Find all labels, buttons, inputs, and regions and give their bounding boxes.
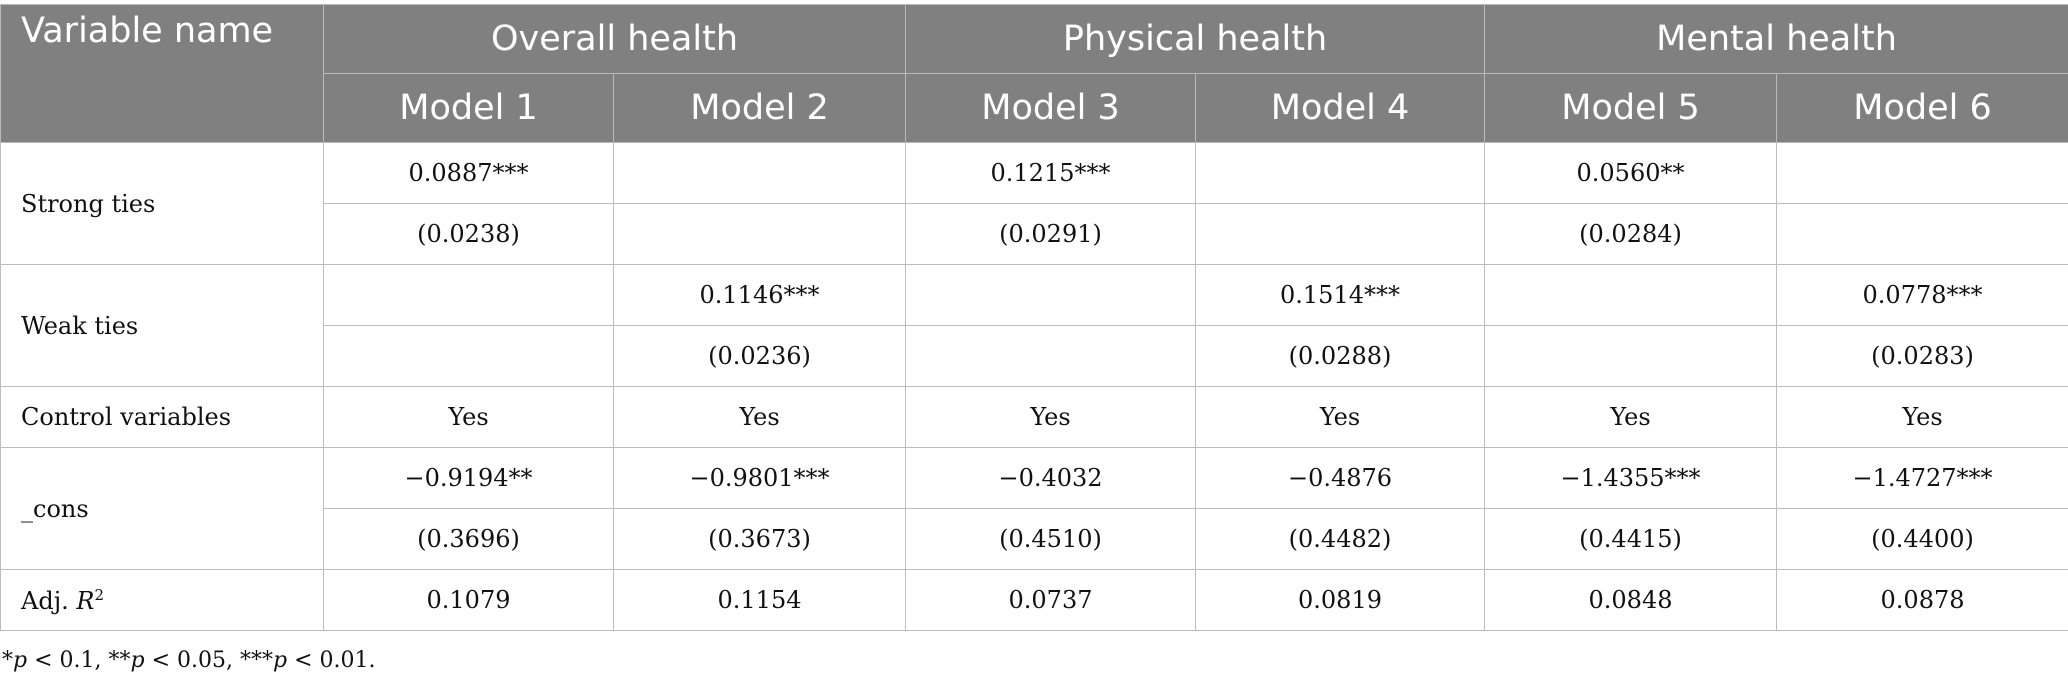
model-header: Model 3 xyxy=(905,73,1196,143)
table-header: Variable name Overall health Physical he… xyxy=(0,4,2068,143)
adj-r2-variable: R xyxy=(76,586,95,615)
coef-cell xyxy=(1776,142,2068,204)
group-header-mental: Mental health xyxy=(1484,4,2068,74)
coef-cell xyxy=(613,142,906,204)
coef-cell xyxy=(323,264,614,326)
table-row: (0.3696) (0.3673) (0.4510) (0.4482) (0.4… xyxy=(1,508,2068,570)
coef-cell: −1.4355*** xyxy=(1484,447,1778,509)
model-header: Model 5 xyxy=(1484,73,1778,143)
footnote-text: * xyxy=(2,648,13,673)
se-cell xyxy=(1776,203,2068,265)
se-cell xyxy=(613,203,906,265)
group-header-physical: Physical health xyxy=(904,4,1486,74)
value-cell: 0.0878 xyxy=(1776,569,2068,631)
se-cell xyxy=(1484,325,1778,387)
footnote-p: p xyxy=(130,648,145,673)
value-cell: 0.0848 xyxy=(1484,569,1778,631)
value-cell: Yes xyxy=(1776,386,2068,448)
se-cell: (0.0284) xyxy=(1484,203,1778,265)
se-cell xyxy=(905,325,1196,387)
adj-r2-superscript: 2 xyxy=(94,585,105,604)
row-label-adj-r2: Adj. R2 xyxy=(0,569,324,631)
value-cell: Yes xyxy=(905,386,1196,448)
value-cell: 0.1079 xyxy=(323,569,614,631)
footnote-p: p xyxy=(272,648,288,673)
adj-r2-prefix: Adj. xyxy=(21,586,77,615)
se-cell: (0.4482) xyxy=(1194,508,1486,570)
coef-cell: −1.4727*** xyxy=(1776,447,2068,509)
model-header: Model 2 xyxy=(613,73,906,143)
coef-cell xyxy=(1484,264,1778,326)
model-header: Model 4 xyxy=(1194,73,1486,143)
se-cell: (0.0283) xyxy=(1776,325,2068,387)
coef-cell: −0.4032 xyxy=(905,447,1196,509)
coef-cell xyxy=(905,264,1196,326)
coef-cell: −0.9801*** xyxy=(613,447,906,509)
coef-cell: 0.1514*** xyxy=(1194,264,1486,326)
value-cell: Yes xyxy=(613,386,906,448)
coef-cell: 0.1215*** xyxy=(905,142,1196,204)
table-row: _cons −0.9194** −0.9801*** −0.4032 −0.48… xyxy=(0,447,2068,570)
table-row: Adj. R2 0.1079 0.1154 0.0737 0.0819 0.08… xyxy=(0,569,2068,631)
coef-cell: 0.1146*** xyxy=(613,264,906,326)
se-cell: (0.0288) xyxy=(1194,325,1486,387)
coef-cell: −0.4876 xyxy=(1194,447,1486,509)
se-cell xyxy=(1194,203,1486,265)
value-cell: Yes xyxy=(1194,386,1486,448)
footnote-text: < 0.1, ** xyxy=(27,648,131,673)
table-body: Strong ties 0.0887*** 0.1215*** 0.0560**… xyxy=(0,142,2068,631)
table-row: Control variables Yes Yes Yes Yes Yes Ye… xyxy=(0,386,2068,448)
se-cell: (0.0236) xyxy=(613,325,906,387)
value-cell: Yes xyxy=(323,386,614,448)
coef-cell xyxy=(1194,142,1486,204)
footnote-text: < 0.01. xyxy=(287,648,376,673)
table-row: Weak ties 0.1146*** 0.1514*** 0.0778*** xyxy=(0,264,2068,387)
footnote-text: < 0.05, *** xyxy=(144,648,273,673)
model-header: Model 6 xyxy=(1776,73,2068,143)
se-cell: (0.4510) xyxy=(905,508,1196,570)
footnote-p: p xyxy=(13,648,28,673)
value-cell: 0.0737 xyxy=(905,569,1196,631)
regression-table: Variable name Overall health Physical he… xyxy=(0,4,2068,631)
coef-cell: 0.0887*** xyxy=(323,142,614,204)
se-cell: (0.4415) xyxy=(1484,508,1778,570)
table-footnote: *p < 0.1, **p < 0.05, ***p < 0.01. xyxy=(2,648,375,673)
value-cell: 0.0819 xyxy=(1194,569,1486,631)
row-label-weak-ties: Weak ties xyxy=(0,264,324,387)
se-cell xyxy=(323,325,614,387)
row-label-cons: _cons xyxy=(0,447,324,570)
value-cell: Yes xyxy=(1484,386,1778,448)
model-header: Model 1 xyxy=(323,73,614,143)
value-cell: 0.1154 xyxy=(613,569,906,631)
coef-cell: 0.0560** xyxy=(1484,142,1778,204)
se-cell: (0.4400) xyxy=(1776,508,2068,570)
se-cell: (0.0238) xyxy=(323,203,614,265)
se-cell: (0.3673) xyxy=(613,508,906,570)
group-header-overall: Overall health xyxy=(323,4,906,74)
se-cell: (0.3696) xyxy=(323,508,614,570)
table-row: Strong ties 0.0887*** 0.1215*** 0.0560** xyxy=(0,142,2068,265)
se-cell: (0.0291) xyxy=(905,203,1196,265)
table-row: (0.0236) (0.0288) (0.0283) xyxy=(1,325,2068,387)
row-label-control-variables: Control variables xyxy=(0,386,324,448)
coef-cell: −0.9194** xyxy=(323,447,614,509)
coef-cell: 0.0778*** xyxy=(1776,264,2068,326)
row-label-strong-ties: Strong ties xyxy=(0,142,324,265)
variable-name-header: Variable name xyxy=(0,4,324,143)
